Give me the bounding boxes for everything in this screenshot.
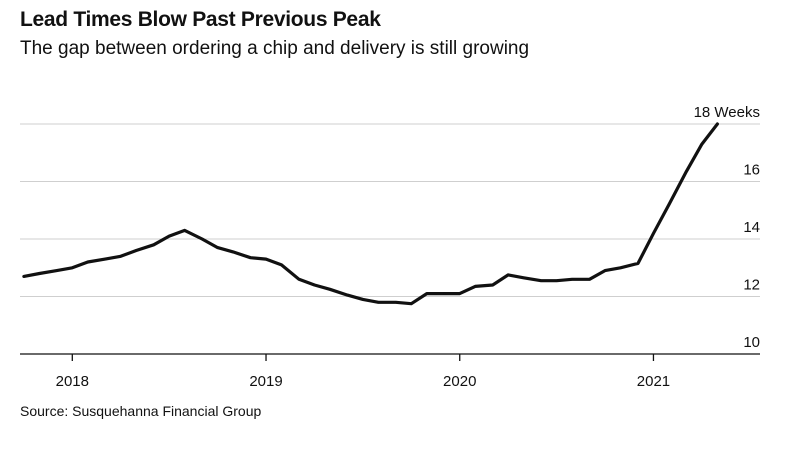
- data-point: [394, 301, 397, 304]
- data-point: [474, 285, 477, 288]
- data-point: [135, 249, 138, 252]
- y-axis-ticks: 10 12 14 16 18 Weeks: [694, 104, 760, 351]
- y-tick-label-10: 10: [743, 334, 760, 351]
- data-point: [716, 122, 719, 126]
- data-point: [377, 301, 380, 304]
- data-point: [603, 269, 607, 272]
- data-point: [667, 203, 671, 206]
- data-point: [249, 256, 252, 259]
- data-point: [280, 263, 283, 267]
- data-point: [183, 229, 186, 232]
- y-tick-label-14: 14: [743, 219, 760, 236]
- data-point: [346, 293, 349, 297]
- data-point: [458, 292, 461, 295]
- data-point: [231, 250, 235, 254]
- data-point: [313, 283, 316, 287]
- data-point: [38, 272, 41, 275]
- chart-subtitle: The gap between ordering a chip and deli…: [20, 38, 530, 59]
- data-point: [491, 283, 494, 287]
- data-point: [507, 273, 510, 277]
- data-point: [636, 262, 640, 265]
- data-point: [522, 276, 525, 279]
- chart-title: Lead Times Blow Past Previous Peak: [20, 8, 381, 31]
- x-tick-label-2018: 2018: [56, 373, 89, 390]
- y-tick-label-12: 12: [743, 277, 760, 294]
- data-point: [71, 266, 74, 269]
- data-point: [216, 246, 219, 249]
- data-point: [152, 243, 155, 246]
- data-point: [443, 292, 446, 295]
- grid-lines: [20, 123, 760, 297]
- x-axis: 2018 2019 2020 2021: [20, 353, 760, 390]
- data-point: [55, 269, 58, 272]
- data-point: [200, 237, 204, 241]
- data-point: [652, 232, 655, 235]
- x-tick-label-2020: 2020: [443, 373, 476, 390]
- data-point: [361, 298, 365, 301]
- series-layer: [22, 122, 720, 306]
- data-point: [425, 292, 428, 295]
- source-note: Source: Susquehanna Financial Group: [20, 403, 262, 419]
- series-line-0: [22, 122, 720, 306]
- data-point: [555, 279, 558, 282]
- data-point: [588, 278, 591, 281]
- data-point: [297, 278, 301, 281]
- data-point: [619, 266, 622, 269]
- data-point: [539, 279, 543, 282]
- data-point: [168, 234, 171, 238]
- data-point: [570, 278, 574, 281]
- data-point: [685, 170, 688, 173]
- data-point: [328, 288, 332, 291]
- data-point: [264, 257, 268, 261]
- data-point: [104, 257, 107, 261]
- x-tick-label-2021: 2021: [637, 373, 670, 390]
- data-point: [22, 275, 26, 278]
- data-point: [410, 302, 413, 305]
- data-point: [119, 255, 122, 258]
- y-tick-label-18: 18 Weeks: [694, 104, 760, 121]
- data-point: [700, 142, 704, 146]
- data-point: [86, 260, 90, 264]
- y-tick-label-16: 16: [743, 162, 760, 179]
- x-tick-label-2019: 2019: [249, 373, 282, 390]
